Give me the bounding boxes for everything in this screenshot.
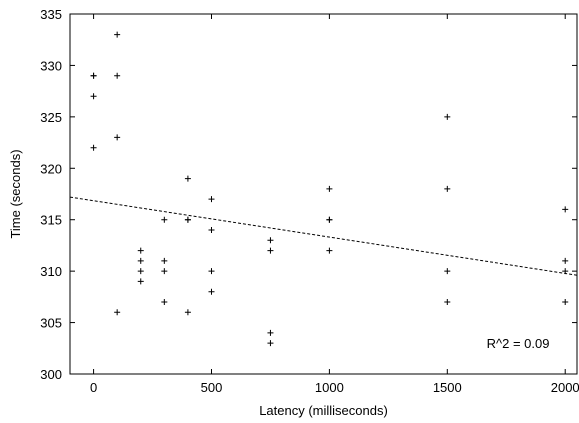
data-point — [267, 340, 274, 347]
data-point — [326, 216, 333, 223]
y-axis-title: Time (seconds) — [8, 149, 23, 238]
y-tick-label: 310 — [40, 264, 62, 279]
data-point — [90, 93, 97, 100]
y-tick-label: 305 — [40, 316, 62, 331]
data-point — [267, 237, 274, 244]
data-point — [137, 268, 144, 275]
data-point — [90, 144, 97, 151]
data-point — [184, 216, 191, 223]
data-point — [562, 268, 569, 275]
data-point — [161, 257, 168, 264]
x-tick-label: 2000 — [551, 380, 579, 395]
data-point — [562, 299, 569, 305]
x-tick-label: 1500 — [433, 380, 462, 395]
data-point — [161, 268, 168, 275]
y-tick-label: 300 — [40, 367, 62, 382]
data-point — [114, 134, 121, 141]
trend-layer — [69, 196, 578, 276]
data-point — [326, 185, 333, 192]
x-tick-label: 0 — [90, 380, 97, 395]
data-point — [208, 227, 215, 233]
data-point — [208, 288, 215, 295]
data-point — [444, 185, 451, 192]
data-point — [90, 72, 97, 79]
y-tick-label: 315 — [40, 213, 62, 228]
data-point — [161, 299, 168, 305]
y-tick-label: 330 — [40, 58, 62, 73]
data-point — [267, 247, 274, 254]
data-point — [114, 309, 121, 316]
data-point — [562, 257, 569, 264]
data-point — [161, 216, 168, 223]
data-point — [444, 113, 451, 120]
data-point — [326, 247, 333, 254]
data-point — [137, 278, 144, 285]
data-point — [208, 196, 215, 203]
data-point — [444, 268, 451, 275]
data-point — [114, 31, 121, 38]
ticks-layer: 0 500 1000 1500 2000 300 305 310 315 320 325 330 335 — [40, 7, 579, 395]
data-point — [114, 72, 121, 79]
x-tick-label: 500 — [201, 380, 223, 395]
x-tick-label: 1000 — [315, 380, 344, 395]
data-point — [184, 175, 191, 182]
y-tick-label: 335 — [40, 7, 62, 22]
x-axis-title: Latency (milliseconds) — [259, 403, 388, 418]
data-point — [444, 299, 451, 305]
points-layer — [90, 31, 569, 347]
plot-frame — [69, 13, 578, 375]
trend-line — [69, 196, 578, 276]
y-tick-label: 325 — [40, 110, 62, 125]
y-tick-label: 320 — [40, 161, 62, 176]
data-point — [267, 329, 274, 336]
data-point — [137, 257, 144, 264]
data-point — [562, 206, 569, 213]
r-squared-annotation: R^2 = 0.09 — [487, 336, 550, 351]
data-point — [184, 309, 191, 316]
data-point — [208, 268, 215, 275]
data-point — [137, 247, 144, 254]
